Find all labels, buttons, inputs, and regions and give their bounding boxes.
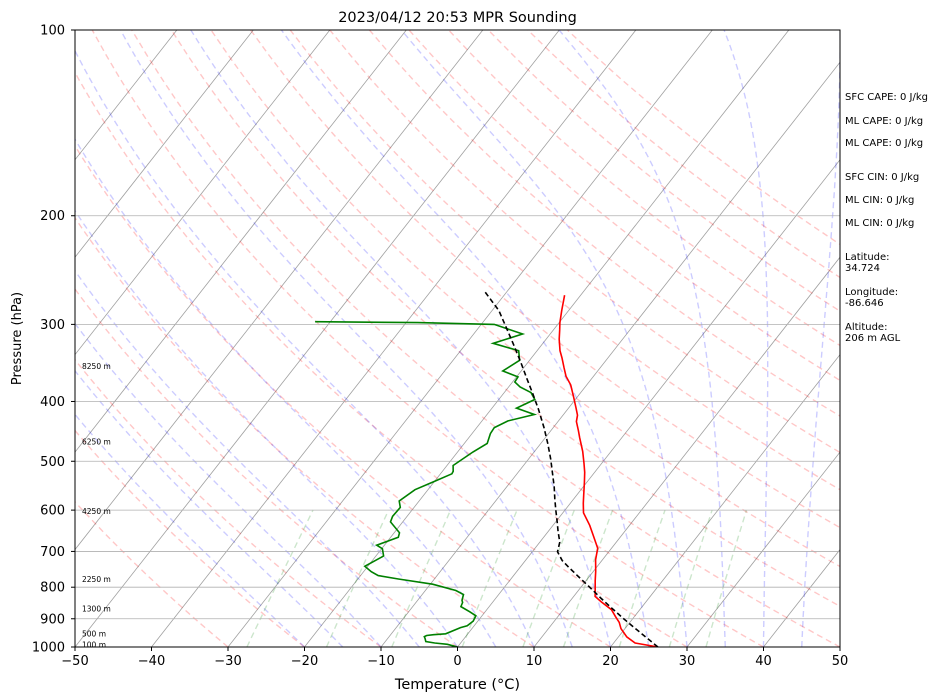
height-label: 500 m — [82, 629, 106, 638]
x-tick-label: −50 — [61, 654, 88, 669]
isotherm-line — [380, 61, 840, 647]
y-tick-label: 700 — [40, 545, 65, 560]
stat-label: Longitude: -86.646 — [845, 287, 899, 309]
temperature-line — [558, 295, 659, 647]
x-tick-label: 30 — [679, 654, 696, 669]
isotherm-line — [533, 256, 840, 647]
moist-adiabat-line — [280, 30, 650, 647]
y-tick-label: 200 — [40, 209, 65, 224]
moist-adiabat-line — [558, 30, 726, 647]
height-label: 8250 m — [82, 362, 111, 371]
stat-label: Latitude: 34.724 — [845, 252, 890, 274]
dry-adiabat-line — [250, 30, 840, 529]
moist-adiabat-line — [75, 137, 497, 647]
x-axis-ticks: −50 −40 −30 −20 −10 0 10 20 30 40 50 — [61, 647, 848, 669]
y-tick-label: 1000 — [32, 641, 65, 656]
parcel-line — [483, 290, 659, 647]
dry-adiabat-line — [527, 30, 840, 279]
isotherm-line — [75, 30, 254, 258]
stat-label: ML CIN: 0 J/kg — [845, 195, 915, 206]
chart-title: 2023/04/12 20:53 MPR Sounding — [338, 10, 577, 26]
moist-adiabat-line — [723, 30, 769, 647]
x-tick-label: 40 — [755, 654, 772, 669]
x-tick-label: −40 — [138, 654, 165, 669]
y-tick-label: 900 — [40, 612, 65, 627]
x-tick-label: −30 — [214, 654, 241, 669]
isotherm-line — [75, 30, 407, 453]
dewpoint-line — [315, 320, 538, 647]
isotherm-line — [75, 30, 484, 551]
isotherm-line — [75, 30, 331, 356]
mixing-ratio-line — [246, 509, 314, 647]
dry-adiabat-line — [487, 30, 840, 312]
isotherm-line — [75, 30, 178, 161]
dry-adiabat-line — [75, 70, 688, 647]
dry-adiabat-line — [75, 287, 458, 647]
x-tick-label: 10 — [526, 654, 543, 669]
stat-label: ML CAPE: 0 J/kg — [845, 116, 924, 127]
moist-adiabat-line — [75, 369, 344, 647]
height-labels: 100 m 500 m 1300 m 2250 m 4250 m 6250 m 8250 m — [82, 362, 111, 650]
y-tick-label: 400 — [40, 395, 65, 410]
y-tick-label: 300 — [40, 318, 65, 333]
background-lines — [75, 30, 840, 647]
isotherm-line — [610, 353, 840, 647]
height-label: 100 m — [82, 641, 106, 650]
stat-label: ML CAPE: 0 J/kg — [845, 138, 924, 149]
dry-adiabat-line — [289, 30, 840, 491]
dry-adiabat-line — [170, 30, 840, 608]
y-tick-label: 100 — [40, 24, 65, 39]
moist-adiabat-line — [801, 30, 840, 647]
sounding-profiles — [315, 290, 659, 647]
moist-adiabat-line — [119, 30, 573, 647]
stat-label: Altitude: 206 m AGL — [845, 322, 901, 344]
isotherm-line — [686, 451, 840, 647]
dry-adiabat-line — [329, 30, 840, 454]
height-label: 6250 m — [82, 437, 111, 446]
y-axis-label: Pressure (hPa) — [10, 292, 25, 385]
x-axis-label: Temperature (°C) — [394, 677, 520, 693]
y-axis-ticks: 100 200 300 400 500 600 700 800 900 1000 — [32, 24, 75, 656]
dry-adiabat-line — [75, 358, 382, 647]
moist-adiabat-line — [75, 413, 305, 647]
y-tick-label: 800 — [40, 581, 65, 596]
x-tick-label: 0 — [453, 654, 461, 669]
stat-label: ML CIN: 0 J/kg — [845, 218, 915, 229]
dry-adiabat-line — [75, 216, 535, 647]
stat-label: SFC CIN: 0 J/kg — [845, 172, 920, 183]
dry-adiabat-line — [448, 30, 840, 347]
moist-adiabat-line — [75, 49, 535, 647]
isotherm-line — [151, 30, 637, 647]
dry-adiabat-line — [75, 144, 611, 647]
isotherm-line — [227, 30, 713, 647]
y-tick-label: 600 — [40, 504, 65, 519]
moist-adiabat-line — [75, 209, 459, 647]
height-label: 2250 m — [82, 575, 111, 584]
height-label: 4250 m — [82, 507, 111, 516]
pressure-gridlines — [75, 30, 840, 647]
isotherm-line — [304, 30, 790, 647]
stat-label: SFC CAPE: 0 J/kg — [845, 92, 928, 103]
moist-adiabat-line — [400, 30, 688, 647]
isotherm-line — [75, 30, 560, 647]
isotherm-line — [457, 159, 840, 647]
x-tick-label: −20 — [291, 654, 318, 669]
x-tick-label: 50 — [832, 654, 849, 669]
x-tick-label: 20 — [602, 654, 619, 669]
dry-adiabat-line — [75, 429, 305, 647]
moist-adiabat-line — [75, 269, 420, 647]
dry-adiabat-line — [210, 30, 840, 568]
height-label: 1300 m — [82, 605, 111, 614]
x-tick-label: −10 — [367, 654, 394, 669]
y-tick-label: 500 — [40, 455, 65, 470]
